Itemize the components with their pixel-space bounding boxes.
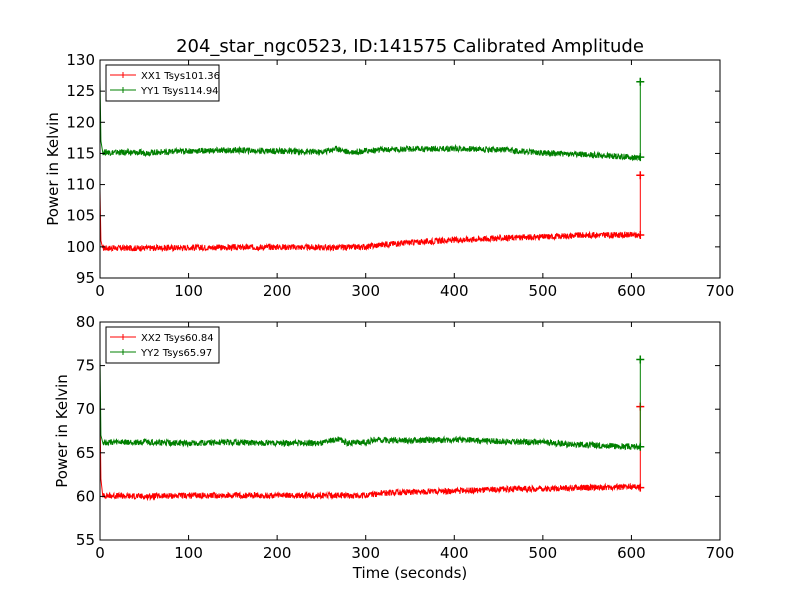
y-tick-label: 100 xyxy=(66,238,95,256)
x-tick-label: 500 xyxy=(529,282,558,300)
y-tick-label: 65 xyxy=(76,444,95,462)
legend-label: YY1 Tsys114.94 xyxy=(140,86,219,97)
x-tick-label: 300 xyxy=(351,544,380,562)
y-tick-label: 95 xyxy=(76,269,95,287)
top-y-axis-label: Power in Kelvin xyxy=(44,112,62,226)
x-tick-label: 500 xyxy=(529,544,558,562)
x-tick-label: 700 xyxy=(706,282,735,300)
x-tick-label: 300 xyxy=(351,282,380,300)
series-marker xyxy=(636,355,645,364)
series-marker xyxy=(636,231,645,240)
legend-box xyxy=(105,64,220,102)
y-tick-label: 130 xyxy=(66,51,95,69)
legend-box xyxy=(105,326,220,364)
x-tick-label: 200 xyxy=(263,544,292,562)
y-tick-label: 125 xyxy=(66,82,95,100)
bottom-y-axis-label: Power in Kelvin xyxy=(53,374,71,488)
chart-title: 204_star_ngc0523, ID:141575 Calibrated A… xyxy=(176,36,644,57)
series-line xyxy=(99,175,641,253)
bottom-panel: 0 100 200 300 400 500 600 700 55 60 65 70 75 80 Power… xyxy=(53,313,734,562)
y-tick-label: 70 xyxy=(76,400,95,418)
x-tick-label: 400 xyxy=(440,282,469,300)
x-tick-label: 0 xyxy=(95,282,105,300)
y-tick-label: 80 xyxy=(76,313,95,331)
top-panel: 0 100 200 300 400 500 600 700 95 100 105 110 115 120 1… xyxy=(44,51,734,300)
legend-label: XX2 Tsys60.84 xyxy=(141,333,214,344)
series-marker xyxy=(636,442,645,451)
y-tick-label: 105 xyxy=(66,207,95,225)
series-line xyxy=(99,78,641,162)
y-tick-label: 75 xyxy=(76,357,95,375)
series-line xyxy=(99,406,641,502)
y-tick-label: 120 xyxy=(66,113,95,131)
legend-label: XX1 Tsys101.36 xyxy=(141,71,220,82)
x-tick-label: 400 xyxy=(440,544,469,562)
x-tick-label: 100 xyxy=(174,544,203,562)
x-tick-label: 700 xyxy=(706,544,735,562)
x-tick-label: 0 xyxy=(95,544,105,562)
series-line xyxy=(99,356,641,451)
x-tick-label: 100 xyxy=(174,282,203,300)
series-marker xyxy=(636,483,645,492)
y-tick-label: 55 xyxy=(76,531,95,549)
x-tick-label: 200 xyxy=(263,282,292,300)
x-tick-label: 600 xyxy=(617,282,646,300)
y-tick-label: 110 xyxy=(66,176,95,194)
series-marker xyxy=(636,171,645,180)
series-marker xyxy=(636,153,645,162)
y-tick-label: 60 xyxy=(76,487,95,505)
x-tick-label: 600 xyxy=(617,544,646,562)
legend-label: YY2 Tsys65.97 xyxy=(140,348,212,359)
x-axis-label: Time (seconds) xyxy=(352,564,468,582)
y-tick-label: 115 xyxy=(66,144,95,162)
series-marker xyxy=(636,77,645,86)
